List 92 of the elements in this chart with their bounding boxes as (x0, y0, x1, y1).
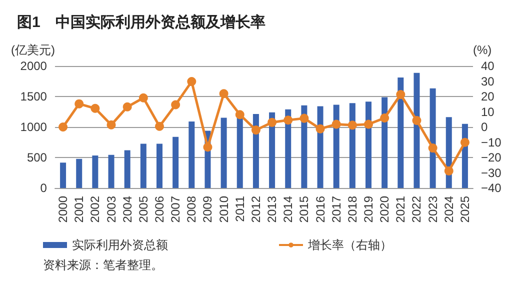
text: 资料来源：笔者整理。 (43, 258, 163, 272)
bar (430, 88, 436, 188)
bar (349, 103, 356, 188)
bar (317, 106, 324, 188)
point (396, 90, 406, 100)
point (268, 118, 277, 127)
point (203, 142, 212, 152)
y2-tick-label: 40 (481, 59, 495, 73)
point (235, 110, 244, 120)
bar (414, 72, 420, 188)
y2-tick-label: 20 (481, 90, 495, 104)
point (106, 120, 116, 130)
bar (60, 162, 66, 188)
bar (108, 154, 114, 188)
y-tick-label: 500 (26, 150, 48, 164)
point (187, 77, 196, 86)
point (428, 144, 438, 153)
y-tick-label: 2000 (20, 59, 48, 73)
bar (301, 105, 308, 188)
bar (398, 77, 404, 188)
x-tick-label: 2011 (232, 196, 247, 222)
y-tick-label: 1000 (20, 120, 48, 134)
point (251, 126, 260, 135)
bar (156, 144, 162, 188)
x-tick-label: 2017 (329, 196, 344, 223)
x-tick-label: 2025 (458, 196, 472, 223)
point (155, 122, 164, 131)
point (460, 138, 470, 147)
bar (76, 158, 82, 188)
bar (92, 155, 98, 188)
x-tick-label: 2007 (168, 196, 183, 223)
bar (140, 144, 146, 188)
x-tick-label: 2009 (200, 196, 215, 223)
bar (236, 116, 243, 188)
point (332, 120, 341, 129)
y-tick-label: 0 (40, 181, 48, 195)
y2-tick-label: −10 (481, 135, 502, 150)
x-tick-label: 2003 (104, 196, 118, 223)
y2-tick-label: 0 (481, 120, 488, 134)
point (444, 166, 454, 176)
x-tick-label: 2008 (184, 196, 199, 223)
y2-axis-title: (%) (473, 43, 492, 57)
x-tick-label: 2000 (56, 196, 70, 223)
x-tick-label: 2019 (362, 196, 376, 223)
x-tick-label: 2010 (216, 196, 231, 223)
chart-title: 图1 中国实际利用外资总额及增长率 (17, 13, 266, 31)
x-tick-label: 2023 (426, 196, 440, 223)
y2-tick-label: 10 (481, 104, 495, 119)
bar (333, 104, 340, 188)
point (122, 102, 132, 112)
bar (188, 121, 195, 188)
x-tick-label: 2013 (265, 196, 280, 223)
point (348, 120, 357, 130)
x-tick-label: 2005 (136, 196, 150, 223)
y2-tick-label: −20 (481, 150, 502, 164)
legend-label: 实际利用外资总额 (72, 238, 168, 252)
x-tick-label: 2001 (72, 196, 86, 223)
y-axis-title: (亿美元) (10, 43, 55, 57)
y-tick-label: 1500 (20, 90, 48, 104)
x-tick-label: 2018 (345, 196, 360, 223)
point (284, 116, 293, 125)
bar (124, 150, 130, 188)
bar (220, 118, 227, 188)
legend-label: 增长率（右轴） (307, 238, 392, 252)
x-tick-label: 2024 (442, 196, 456, 223)
x-tick-label: 2006 (152, 196, 166, 223)
bar (382, 97, 388, 188)
point (90, 104, 100, 113)
bar (172, 136, 179, 188)
x-tick-label: 2022 (410, 196, 424, 223)
y2-tick-label: 30 (481, 74, 495, 88)
x-tick-label: 2015 (297, 196, 312, 223)
x-tick-label: 2014 (281, 196, 296, 223)
point (300, 114, 309, 123)
point (364, 120, 373, 129)
point (138, 93, 148, 102)
point (412, 116, 422, 125)
y2-tick-label: −30 (481, 166, 502, 180)
point (58, 122, 68, 132)
point (171, 100, 180, 110)
x-tick-label: 2002 (88, 196, 102, 223)
point (74, 99, 84, 108)
x-tick-label: 2021 (394, 196, 408, 223)
x-tick-label: 2012 (248, 196, 263, 223)
y2-tick-label: −40 (481, 181, 502, 195)
point (380, 114, 390, 122)
x-tick-label: 2016 (313, 196, 328, 223)
point (316, 124, 325, 134)
x-tick-label: 2020 (378, 196, 392, 223)
x-tick-label: 2004 (120, 196, 134, 223)
point (219, 89, 228, 98)
bar (366, 102, 372, 188)
